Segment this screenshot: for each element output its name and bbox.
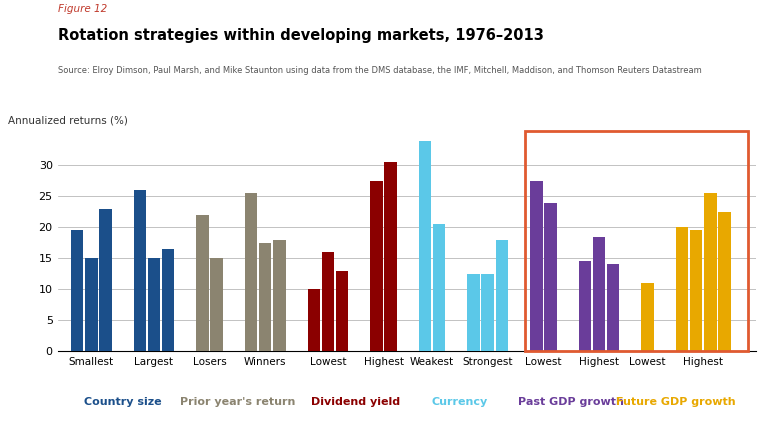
Bar xyxy=(641,283,654,351)
Bar xyxy=(545,202,557,351)
Bar xyxy=(676,227,688,351)
Text: Country size: Country size xyxy=(84,397,161,407)
Text: Future GDP growth: Future GDP growth xyxy=(616,397,735,407)
Bar xyxy=(525,131,748,351)
Bar xyxy=(482,273,494,351)
Bar xyxy=(259,243,272,351)
Bar xyxy=(307,289,320,351)
Bar xyxy=(210,258,223,351)
Bar xyxy=(322,252,334,351)
Bar xyxy=(370,181,382,351)
Bar xyxy=(273,240,286,351)
Text: Currency: Currency xyxy=(432,397,488,407)
Bar xyxy=(704,193,717,351)
Bar xyxy=(85,258,98,351)
Bar xyxy=(718,212,730,351)
Text: Figure 12: Figure 12 xyxy=(58,4,107,14)
Bar xyxy=(690,230,703,351)
Bar xyxy=(162,249,174,351)
Text: Annualized returns (%): Annualized returns (%) xyxy=(8,116,127,125)
Text: Past GDP growth: Past GDP growth xyxy=(518,397,624,407)
Bar xyxy=(134,190,146,351)
Bar xyxy=(147,258,161,351)
Text: Source: Elroy Dimson, Paul Marsh, and Mike Staunton using data from the DMS data: Source: Elroy Dimson, Paul Marsh, and Mi… xyxy=(58,66,701,75)
Bar xyxy=(530,181,542,351)
Bar xyxy=(71,230,84,351)
Bar xyxy=(99,209,111,351)
Bar xyxy=(495,240,508,351)
Bar xyxy=(419,141,432,351)
Bar xyxy=(433,224,445,351)
Bar xyxy=(336,270,348,351)
Bar xyxy=(384,162,397,351)
Bar xyxy=(607,265,619,351)
Text: Prior year's return: Prior year's return xyxy=(180,397,295,407)
Bar xyxy=(578,262,591,351)
Bar xyxy=(245,193,257,351)
Bar xyxy=(197,215,209,351)
Bar xyxy=(593,237,605,351)
Text: Dividend yield: Dividend yield xyxy=(311,397,400,407)
Bar xyxy=(468,273,480,351)
Text: Rotation strategies within developing markets, 1976–2013: Rotation strategies within developing ma… xyxy=(58,28,544,43)
